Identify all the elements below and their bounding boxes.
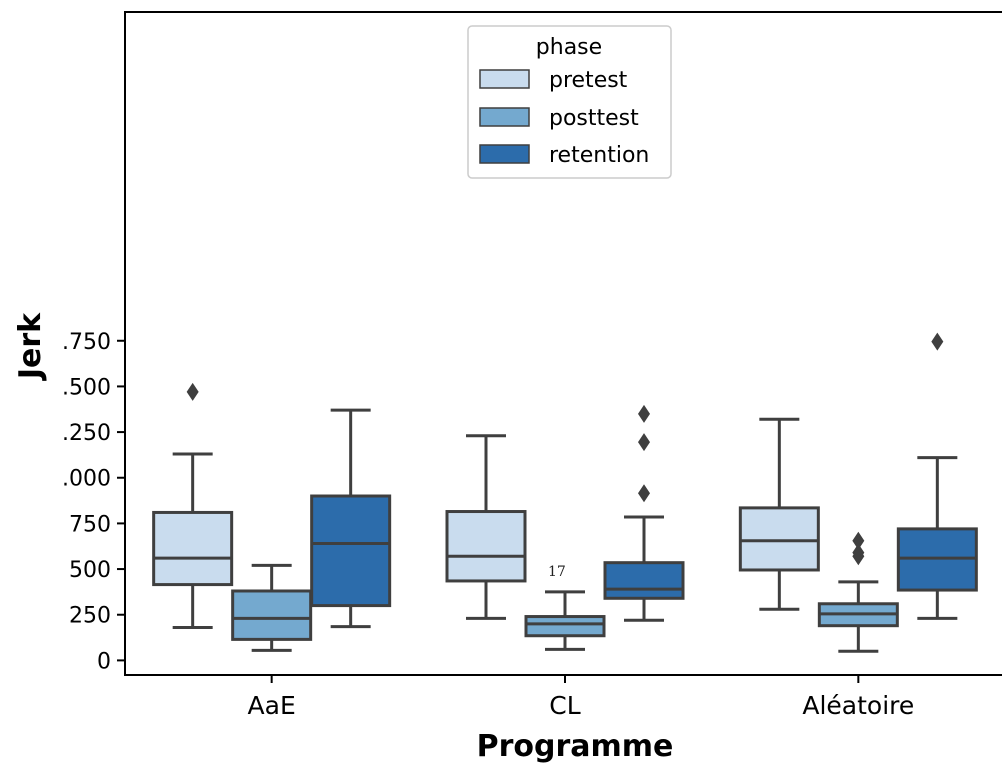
legend-label-pretest: pretest — [549, 68, 628, 93]
x-tick-label: Aléatoire — [802, 691, 914, 720]
x-tick-label: CL — [549, 691, 580, 720]
outlier-point — [931, 332, 944, 351]
outlier-point — [638, 404, 650, 423]
box-group-posttest-2 — [817, 531, 899, 653]
legend-swatch-pretest — [479, 69, 530, 89]
y-tick-label: .250 — [62, 421, 111, 446]
x-tick-label: AaE — [248, 691, 296, 720]
legend-swatch-retention — [479, 144, 530, 164]
box-group-posttest-1 — [524, 590, 606, 651]
box-group-pretest-1 — [445, 434, 527, 620]
legend-frame — [467, 25, 672, 179]
boxes-layer — [152, 332, 978, 653]
y-tick-label: 500 — [69, 558, 111, 583]
y-tick-label: .000 — [62, 467, 111, 492]
box-iqr — [152, 510, 234, 587]
legend: phase pretest posttest retention — [467, 25, 672, 179]
y-tick-label: 0 — [97, 649, 111, 674]
box-iqr — [310, 494, 392, 608]
box-iqr — [524, 615, 606, 638]
box-group-retention-0 — [310, 408, 392, 629]
legend-label-retention: retention — [549, 143, 649, 168]
box-iqr — [738, 506, 820, 572]
outlier-point — [852, 543, 865, 562]
legend-label-posttest: posttest — [549, 106, 639, 131]
outlier-point — [186, 382, 199, 401]
y-axis-title: Jerk — [13, 312, 48, 381]
y-tick-label: .500 — [62, 375, 111, 400]
x-axis-title: Programme — [477, 729, 674, 764]
box-group-pretest-0 — [152, 382, 234, 630]
box-iqr — [603, 561, 685, 600]
outlier-point — [638, 484, 650, 503]
legend-title: phase — [536, 35, 602, 60]
box-iqr — [231, 589, 313, 641]
box-group-posttest-0 — [231, 563, 313, 652]
box-group-retention-2 — [896, 332, 978, 620]
y-tick-label: .750 — [62, 330, 111, 355]
legend-swatch-posttest — [479, 107, 530, 127]
box-group-retention-1 — [603, 404, 685, 622]
outlier-point — [852, 531, 865, 550]
box-group-pretest-2 — [738, 417, 820, 611]
box-iqr — [445, 510, 527, 583]
y-tick-label: 750 — [69, 512, 111, 537]
y-tick-label: 250 — [69, 604, 111, 629]
annotation-label: 17 — [548, 564, 566, 580]
outlier-point — [638, 433, 650, 452]
axes-layer: 0 250 500 750 .000 .250 .500 .750 AaE CL Aléatoire — [62, 330, 914, 720]
